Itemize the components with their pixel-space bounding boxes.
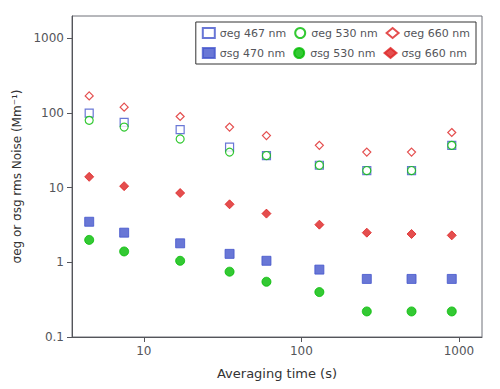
svg-text:100: 100 — [41, 106, 64, 120]
svg-text:Averaging time (s): Averaging time (s) — [217, 366, 337, 381]
svg-text:σeg 530 nm: σeg 530 nm — [311, 27, 377, 40]
svg-text:σsg 660 nm: σsg 660 nm — [402, 47, 467, 60]
svg-text:1000: 1000 — [444, 344, 475, 358]
svg-text:1: 1 — [56, 255, 64, 269]
svg-text:0.1: 0.1 — [45, 330, 64, 344]
svg-text:σeg 467 nm: σeg 467 nm — [220, 27, 286, 40]
svg-text:100: 100 — [290, 344, 313, 358]
svg-text:10: 10 — [49, 181, 64, 195]
svg-text:1000: 1000 — [33, 31, 64, 45]
svg-text:10: 10 — [136, 344, 151, 358]
svg-text:σsg 470 nm: σsg 470 nm — [220, 47, 285, 60]
svg-text:σsg 530 nm: σsg 530 nm — [310, 47, 375, 60]
svg-text:σeg or σsg rms Noise (Mm⁻¹): σeg or σsg rms Noise (Mm⁻¹) — [10, 90, 24, 264]
svg-text:σeg 660 nm: σeg 660 nm — [404, 27, 470, 40]
